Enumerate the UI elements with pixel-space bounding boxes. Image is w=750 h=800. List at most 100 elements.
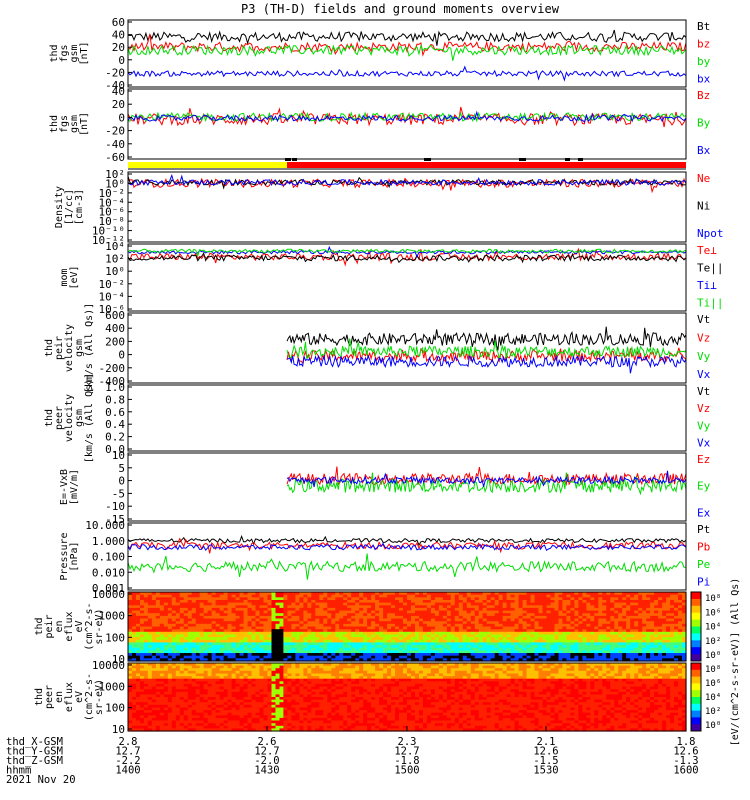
spectrogram-cell: [526, 605, 532, 609]
spectrogram-cell: [359, 629, 364, 633]
spectrogram-cell: [159, 615, 165, 620]
spectrogram-cell: [147, 615, 153, 620]
spectrogram-cell: [299, 618, 304, 622]
spectrogram-cell: [247, 686, 253, 690]
spectrogram-cell: [682, 639, 687, 644]
spectrogram-cell: [291, 676, 296, 680]
spectrogram-cell: [175, 676, 181, 680]
spectrogram-cell: [179, 694, 185, 698]
spectrogram-cell: [682, 634, 687, 638]
spectrogram-cell: [403, 634, 408, 638]
spectrogram-cell: [291, 615, 296, 620]
spectrogram-cell: [163, 683, 169, 688]
spectrogram-cell: [363, 607, 368, 612]
spectrogram-cell: [454, 631, 460, 636]
spectrogram-cell: [351, 597, 356, 601]
spectrogram-cell: [227, 704, 233, 708]
spectrogram-cell: [554, 653, 560, 657]
y-tick-label: 0: [118, 54, 125, 67]
spectrogram-cell: [179, 686, 185, 690]
spectrogram-cell: [642, 613, 647, 617]
spectrogram-cell: [147, 670, 153, 674]
spectrogram-cell: [570, 637, 575, 641]
spectrogram-cell: [566, 647, 571, 651]
spectrogram-cell: [654, 629, 659, 633]
spectrogram-cell: [155, 594, 161, 598]
spectrogram-cell: [450, 600, 456, 604]
spectrogram-cell: [482, 655, 488, 659]
spectrogram-cell: [387, 650, 392, 654]
spectrogram-cell: [474, 642, 480, 646]
spectrogram-cell: [219, 689, 225, 693]
spectrogram-cell: [315, 650, 320, 654]
spectrogram-cell: [275, 728, 281, 732]
spectrogram-cell: [534, 615, 540, 620]
spectrogram-cell: [478, 642, 484, 646]
spectrogram-cell: [219, 615, 225, 620]
spectrogram-cell: [586, 642, 591, 646]
spectrogram-cell: [223, 668, 229, 672]
spectrogram-cell: [227, 683, 233, 688]
spectrogram-cell: [610, 650, 615, 654]
spectrogram-cell: [267, 594, 273, 598]
spectrogram-cell: [534, 626, 540, 630]
spectrogram-cell: [650, 642, 655, 646]
spectrogram-cell: [343, 655, 348, 659]
spectrogram-cell: [140, 699, 145, 703]
spectrogram-cell: [159, 594, 165, 598]
spectrogram-cell: [426, 607, 432, 612]
spectrogram-cell: [638, 613, 643, 617]
spectrogram-cell: [132, 678, 137, 682]
spectrogram-cell: [247, 647, 253, 651]
panel-ylabel: Density: [54, 186, 65, 228]
spectrogram-cell: [522, 650, 528, 654]
panel-ylabel: gsm: [74, 339, 85, 357]
spectrogram-cell: [151, 623, 157, 628]
legend-Te||: Te||: [697, 261, 724, 274]
spectrogram-cell: [387, 655, 392, 659]
spectrogram-cell: [387, 658, 392, 662]
spectrogram-cell: [482, 610, 488, 614]
spectrogram-cell: [682, 600, 687, 604]
spectrogram-cell: [506, 655, 512, 659]
spectrogram-cell: [375, 618, 380, 622]
spectrogram-cell: [299, 615, 304, 620]
spectrogram-cell: [347, 634, 352, 638]
spectrogram-cell: [650, 600, 655, 604]
spectrogram-cell: [662, 605, 667, 609]
spectrogram-cell: [299, 691, 304, 695]
spectrogram-cell: [458, 645, 464, 649]
spectrogram-cell: [407, 621, 412, 625]
spectrogram-cell: [259, 697, 265, 701]
spectrogram-cell: [622, 597, 627, 601]
spectrogram-cell: [391, 658, 396, 662]
spectrogram-cell: [171, 668, 177, 672]
spectrogram-cell: [430, 615, 436, 620]
spectrogram-cell: [610, 626, 615, 630]
spectrogram-cell: [147, 602, 153, 606]
spectrogram-cell: [287, 670, 292, 674]
spectrogram-cell: [183, 592, 189, 596]
spectrogram-cell: [255, 670, 261, 674]
spectrogram-cell: [251, 623, 257, 628]
spectrogram-cell: [526, 613, 532, 617]
spectrogram-cell: [151, 631, 157, 636]
spectrogram-cell: [315, 592, 320, 596]
spectrogram-cell: [287, 602, 292, 606]
spectrogram-cell: [251, 655, 257, 659]
y-tick-label: -20: [105, 66, 125, 79]
spectrogram-cell: [558, 637, 564, 641]
spectrogram-cell: [223, 639, 229, 644]
spectrogram-cell: [171, 653, 177, 657]
spectrogram-cell: [482, 613, 488, 617]
spectrogram-cell: [331, 607, 336, 612]
spectrogram-cell: [267, 681, 273, 685]
spectrogram-cell: [514, 592, 520, 596]
spectrogram-cell: [171, 642, 177, 646]
spectrogram-cell: [514, 631, 520, 636]
spectrogram-cell: [219, 610, 225, 614]
spectrogram-cell: [442, 647, 448, 651]
spectrogram-cell: [379, 626, 384, 630]
spectrogram-cell: [558, 658, 564, 662]
spectrogram-cell: [303, 645, 308, 649]
